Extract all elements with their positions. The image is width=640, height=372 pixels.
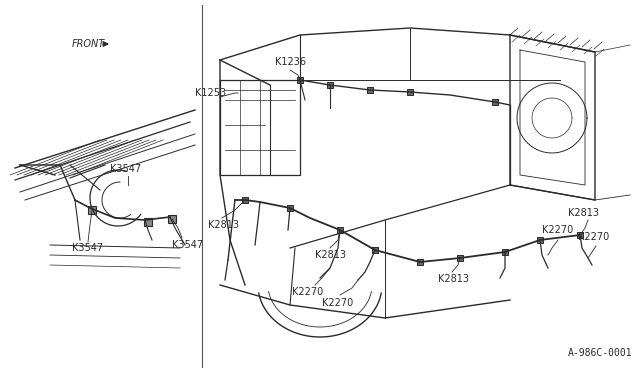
Bar bbox=[537, 237, 543, 243]
Text: K3547: K3547 bbox=[172, 240, 203, 250]
Bar bbox=[287, 205, 293, 211]
Bar bbox=[417, 259, 423, 265]
Bar bbox=[492, 99, 498, 105]
Bar bbox=[144, 218, 152, 226]
Text: K3547: K3547 bbox=[110, 164, 141, 174]
Text: K2270: K2270 bbox=[578, 232, 609, 242]
Bar bbox=[502, 249, 508, 255]
Bar bbox=[88, 206, 96, 214]
Text: K1253: K1253 bbox=[195, 88, 226, 98]
Text: K2270: K2270 bbox=[292, 287, 323, 297]
Bar bbox=[372, 247, 378, 253]
Text: FRONT: FRONT bbox=[72, 39, 105, 49]
Text: K2813: K2813 bbox=[208, 220, 239, 230]
Text: K2813: K2813 bbox=[568, 208, 599, 218]
Bar bbox=[297, 77, 303, 83]
Text: K1236: K1236 bbox=[275, 57, 306, 67]
Text: K2813: K2813 bbox=[438, 274, 469, 284]
Text: K3547: K3547 bbox=[72, 243, 103, 253]
Bar bbox=[168, 215, 176, 223]
Bar bbox=[367, 87, 373, 93]
Bar bbox=[327, 82, 333, 88]
Bar bbox=[337, 227, 343, 233]
Bar bbox=[577, 232, 583, 238]
Text: K2270: K2270 bbox=[542, 225, 573, 235]
Text: A-986C-0001: A-986C-0001 bbox=[568, 348, 632, 358]
Text: K2813: K2813 bbox=[315, 250, 346, 260]
Bar bbox=[242, 197, 248, 203]
Bar bbox=[407, 89, 413, 95]
Text: K2270: K2270 bbox=[322, 298, 353, 308]
Bar bbox=[457, 255, 463, 261]
